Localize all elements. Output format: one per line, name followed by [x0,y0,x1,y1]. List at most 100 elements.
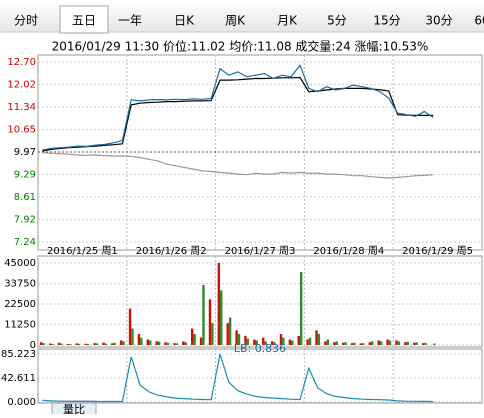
volume-bar [369,342,371,345]
volume-bar [51,344,53,345]
y-tick-label: 10.65 [7,125,36,136]
volume-bar [40,342,42,345]
tab[interactable]: 15分 [373,14,400,28]
y-tick-label: 12.02 [7,79,36,90]
x-tick-label: 2016/1/25 周1 [47,245,118,257]
quote-info: 2016/01/29 11:30 价位:11.02 均价:11.08 成交量:2… [52,39,429,54]
series-line [42,65,433,150]
y-tick-label: 12.70 [7,57,36,68]
volume-bar [111,343,113,345]
volume-bar [353,343,355,345]
volume-bar [131,329,133,345]
tab[interactable]: 五日 [72,14,96,28]
volume-bar [289,340,291,345]
volume-bar [182,341,184,345]
volume-bar [138,334,140,345]
volume-bar [129,309,131,345]
y-tick-label: 11.34 [7,102,36,113]
y-tick-label: 0.000 [7,397,36,408]
volume-bar [395,340,397,345]
volume-bar [42,343,44,345]
volume-bar [227,323,229,345]
volume-bar [360,343,362,345]
volume-bar [191,329,193,345]
volume-bar [333,342,335,345]
volume-bar [422,343,424,345]
volume-bar [173,343,175,345]
volume-bar [105,344,107,345]
volume-bar [149,340,151,345]
volume-bar [220,290,222,345]
volume-bar [413,343,415,345]
tab[interactable]: 5分 [327,14,347,28]
volume-bar [342,343,344,345]
volume-bar [60,344,62,345]
volume-bar [318,334,320,345]
y-tick-label: 85.223 [1,349,36,360]
tab[interactable]: 月K [277,14,298,28]
volume-bar [218,263,220,345]
volume-bar [209,299,211,345]
volume-bar [335,341,337,345]
volume-bar [380,341,382,345]
series-line [42,78,433,152]
volume-bar [344,342,346,345]
volume-bar [49,344,51,345]
volume-bar [362,343,364,345]
tab[interactable]: 分时 [14,14,38,28]
volume-bar [176,343,178,345]
volume-bar [102,343,104,345]
y-tick-label: 33750 [4,279,36,290]
tab[interactable]: 60 [474,14,484,28]
volume-bar [291,340,293,345]
volume-bar [389,340,391,345]
y-tick-label: 9.29 [14,169,36,180]
volume-bar [164,342,166,345]
volume-bar [185,342,187,345]
volume-bar [200,338,202,345]
volume-bar [158,342,160,345]
volume-bar [93,343,95,345]
volume-bar [147,340,149,345]
y-tick-label: 7.24 [14,237,36,248]
volume-bar [78,344,80,345]
volume-bar [407,342,409,345]
y-tick-label: 9.97 [14,147,36,158]
tab[interactable]: 日K [174,14,195,28]
x-tick-label: 2016/1/27 周3 [225,245,296,257]
y-tick-label: 45000 [4,258,36,269]
volume-bar [371,341,373,345]
volume-bar [167,343,169,345]
volume-bar [193,334,195,345]
volume-bar [58,343,60,345]
volume-bar [113,343,115,345]
y-tick-label: 22500 [4,299,36,310]
volume-bar [122,341,124,345]
x-tick-label: 2016/1/29 周5 [402,245,473,257]
volume-bar [433,344,435,345]
tab[interactable]: 30分 [425,14,452,28]
tab[interactable]: 周K [225,14,246,28]
x-tick-label: 2016/1/26 周2 [136,245,207,257]
volume-bar [300,272,302,345]
volume-bar [87,344,89,345]
volume-bar [84,344,86,345]
volume-bar [96,343,98,345]
volume-bar [309,338,311,345]
volume-bar [404,342,406,345]
volume-bar [155,341,157,345]
y-tick-label: 42.611 [1,373,36,384]
bottom-tab-label[interactable]: 量比 [63,403,85,414]
tab[interactable]: 一年 [118,14,142,28]
y-tick-label: 7.92 [14,215,36,226]
volume-bar [120,340,122,345]
volume-bar [67,344,69,345]
x-tick-label: 2016/1/28 周4 [313,245,384,257]
plot-frame [38,256,482,347]
volume-bar [229,318,231,345]
y-tick-label: 11250 [4,320,36,331]
volume-bar [76,343,78,345]
volume-bar [424,343,426,345]
volume-bar [306,340,308,345]
volume-bar [202,285,204,345]
